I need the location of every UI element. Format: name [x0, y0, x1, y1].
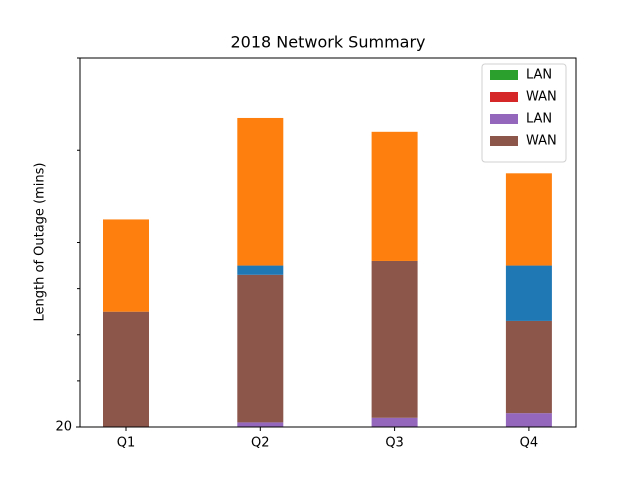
- bar-segment: [237, 422, 284, 427]
- x-tick-label: Q3: [385, 436, 404, 451]
- legend-swatch: [490, 114, 518, 124]
- legend-label: WAN: [526, 134, 557, 149]
- bar-segment: [371, 260, 418, 418]
- legend-label: LAN: [526, 112, 552, 127]
- chart-title: 2018 Network Summary: [230, 33, 425, 52]
- legend-label: LAN: [526, 68, 552, 83]
- y-axis-label: Length of Outage (mins): [33, 163, 48, 322]
- bar-segment: [237, 274, 284, 423]
- bar-segment: [103, 311, 149, 427]
- bar-segment: [505, 265, 552, 321]
- x-tick-label: Q2: [251, 436, 270, 451]
- bar-segment: [371, 131, 418, 261]
- legend-swatch: [490, 70, 518, 80]
- bar-segment: [505, 320, 552, 414]
- legend-label: WAN: [526, 90, 557, 105]
- bar-segment: [237, 117, 284, 266]
- bar-segment: [505, 173, 552, 266]
- x-tick-label: Q1: [117, 436, 136, 451]
- bar-segment: [237, 265, 284, 275]
- legend-swatch: [490, 136, 518, 146]
- bar-segment: [371, 417, 418, 427]
- bar-segment: [103, 219, 149, 312]
- y-tick-label: 20: [55, 420, 72, 435]
- legend-swatch: [490, 92, 518, 102]
- x-tick-label: Q4: [520, 436, 539, 451]
- plot-area: [103, 117, 552, 427]
- bar-segment: [505, 413, 552, 427]
